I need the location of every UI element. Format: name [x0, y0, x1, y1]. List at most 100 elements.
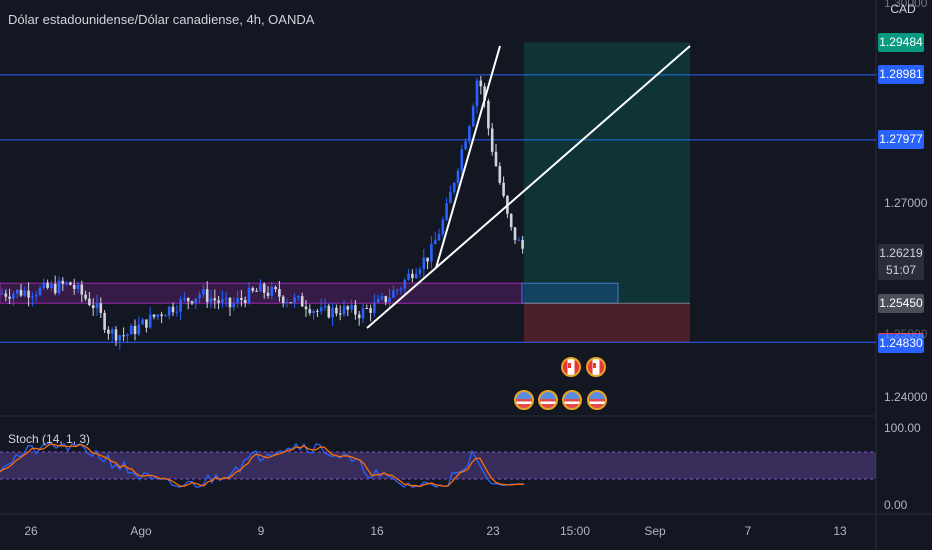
us-flag-icon[interactable]	[538, 390, 558, 410]
candle-body	[319, 307, 323, 312]
candle-body	[289, 302, 293, 304]
candle-body	[513, 227, 517, 241]
candle-body	[361, 308, 365, 319]
candle-body	[145, 319, 148, 328]
candle-body	[395, 289, 399, 291]
candle-body	[521, 239, 524, 249]
candle-body	[190, 301, 194, 304]
price-tag-4[interactable]: 51:07	[878, 260, 924, 280]
candle-body	[152, 314, 156, 317]
us-flag-icon[interactable]	[562, 390, 582, 410]
candle-body	[392, 290, 395, 298]
candle-body	[445, 203, 448, 220]
candle-body	[414, 273, 418, 279]
price-axis-label: 1.27000	[884, 196, 928, 210]
price-tag-0[interactable]: 1.29484	[878, 32, 924, 52]
candle-body	[475, 80, 479, 107]
candle-body	[373, 302, 376, 313]
price-tag-1[interactable]: 1.28981	[878, 65, 924, 85]
candle-body	[107, 329, 110, 334]
candle-body	[27, 290, 30, 298]
candle-body	[259, 283, 262, 292]
candle-body	[479, 80, 483, 87]
candle-body	[148, 314, 152, 328]
time-axis-label: 7	[744, 524, 752, 538]
price-tag-7[interactable]: 1.24830	[878, 333, 924, 353]
candle-body	[61, 280, 65, 284]
candle-body	[376, 298, 380, 303]
us-flag-icon[interactable]	[514, 390, 534, 410]
time-axis-label: 23	[486, 524, 500, 538]
candle-body	[129, 325, 133, 335]
candle-body	[198, 294, 201, 299]
candle-body	[411, 273, 414, 279]
candle-body	[133, 325, 137, 335]
candle-body	[126, 334, 129, 336]
candle-body	[171, 306, 175, 313]
candle-body	[95, 303, 99, 309]
position-loss-zone	[524, 303, 690, 343]
candle-body	[422, 257, 426, 270]
candle-body	[50, 283, 53, 288]
symbol-title[interactable]: Dólar estadounidense/Dólar canadiense, 4…	[8, 12, 315, 27]
price-tag-2[interactable]: 1.27977	[878, 130, 924, 150]
candle-body	[88, 298, 91, 306]
candle-body	[490, 128, 494, 152]
stoch-axis-label: 100.00	[884, 421, 921, 435]
canada-flag-icon[interactable]	[586, 357, 606, 377]
candle-body	[380, 296, 384, 299]
us-flag-icon[interactable]	[587, 390, 607, 410]
candle-body	[23, 290, 27, 296]
candle-body	[502, 182, 505, 196]
candle-body	[183, 298, 186, 300]
candle-body	[224, 297, 228, 300]
candle-body	[418, 269, 422, 274]
candle-body	[46, 282, 49, 288]
candle-body	[118, 335, 122, 341]
candle-body	[202, 289, 205, 295]
currency-label[interactable]: CAD	[890, 2, 916, 16]
candle-body	[65, 282, 68, 284]
candle-body	[160, 314, 163, 316]
candle-body	[494, 151, 498, 167]
time-axis-label: 26	[24, 524, 38, 538]
price-axis-label-partial: 1.25000	[884, 327, 928, 341]
candle-body	[281, 296, 285, 303]
time-axis-label: Ago	[130, 524, 152, 538]
candle-body	[308, 309, 312, 314]
candle-body	[369, 308, 372, 313]
candle-body	[331, 307, 334, 318]
candle-body	[57, 280, 61, 294]
canada-flag-icon[interactable]	[561, 357, 581, 377]
candle-body	[53, 283, 57, 294]
candle-body	[76, 284, 80, 289]
stoch-indicator-title[interactable]: Stoch (14, 1, 3)	[8, 432, 91, 446]
candle-body	[167, 306, 171, 316]
candle-body	[487, 100, 490, 129]
candle-body	[84, 294, 87, 299]
candle-body	[255, 290, 258, 292]
candle-body	[407, 273, 410, 280]
candle-body	[122, 335, 125, 337]
candle-body	[19, 289, 23, 296]
candle-body	[34, 295, 38, 297]
candle-body	[498, 166, 502, 183]
price-tag-5[interactable]: 1.25450	[878, 293, 924, 313]
candle-body	[452, 182, 456, 192]
candle-body	[209, 298, 213, 303]
candle-body	[384, 296, 388, 303]
candle-body	[483, 86, 486, 101]
candle-body	[335, 307, 338, 314]
candle-body	[517, 239, 521, 241]
candle-body	[38, 287, 42, 296]
price-axis-label: 1.24000	[884, 390, 928, 404]
candle-body	[42, 282, 46, 288]
trendline-ascending	[366, 45, 691, 329]
candle-body	[205, 289, 209, 303]
candle-body	[312, 311, 315, 314]
candle-body	[12, 293, 15, 299]
candle-body	[8, 296, 11, 299]
price-tag-3[interactable]: 1.26219	[878, 244, 924, 263]
candle-body	[31, 296, 34, 298]
